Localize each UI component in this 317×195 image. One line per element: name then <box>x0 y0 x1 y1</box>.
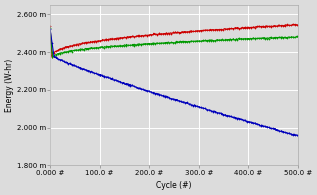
Y-axis label: Energy (W-hr): Energy (W-hr) <box>5 58 14 112</box>
X-axis label: Cycle (#): Cycle (#) <box>156 181 192 190</box>
